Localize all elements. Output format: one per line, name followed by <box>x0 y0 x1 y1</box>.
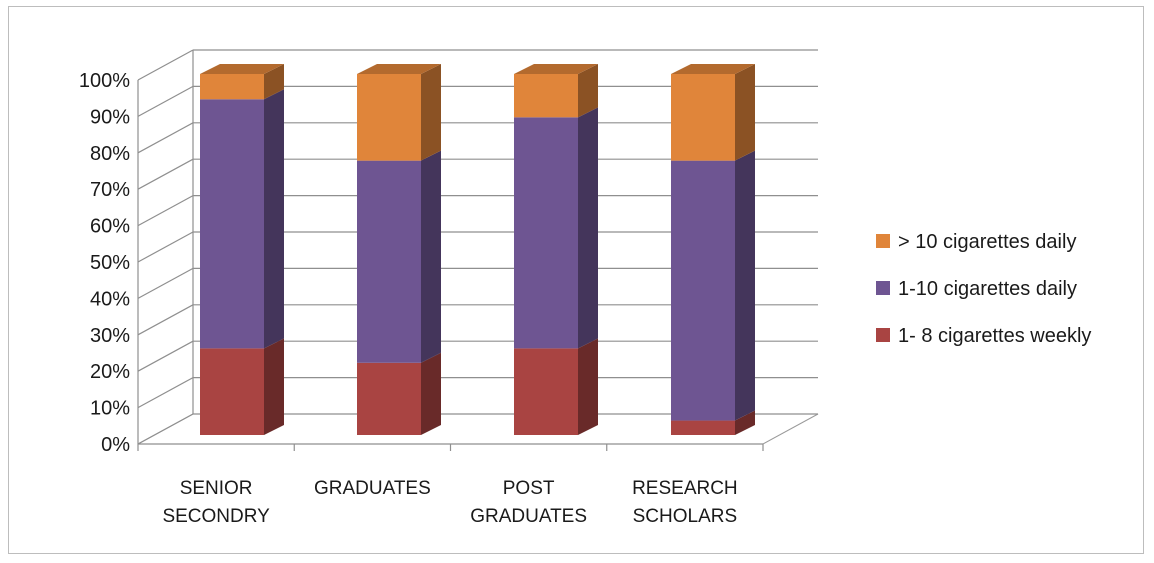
gridline-side <box>137 267 194 299</box>
y-tick-label: 40% <box>90 288 130 310</box>
gridline-side <box>137 413 194 445</box>
y-tick-label: 0% <box>101 434 130 456</box>
x-tick-label: RESEARCH <box>632 478 738 499</box>
bar-top <box>357 64 441 74</box>
bar-segment-2 <box>514 74 578 118</box>
bar-side-1 <box>735 150 755 421</box>
legend-swatch <box>876 234 890 248</box>
gridline-side <box>137 377 194 409</box>
x-tick-label: SENIOR <box>180 478 253 499</box>
bar-top <box>200 64 284 74</box>
x-tick-label: SECONDRY <box>162 506 270 527</box>
bar-segment-0 <box>671 420 735 435</box>
gridline-side <box>137 231 194 263</box>
bar-side-0 <box>421 352 441 435</box>
gridline-side <box>137 85 194 117</box>
gridline-side <box>137 304 194 336</box>
y-tick-label: 20% <box>90 361 130 383</box>
x-tick-label: POST <box>503 478 555 499</box>
bar-side-1 <box>421 150 441 363</box>
legend-label: 1-10 cigarettes daily <box>898 278 1077 300</box>
bar-segment-1 <box>514 117 578 349</box>
bar-side-2 <box>421 64 441 161</box>
bar-top <box>514 64 598 74</box>
y-tick-label: 60% <box>90 216 130 238</box>
bar-segment-2 <box>200 74 264 100</box>
bar-side-0 <box>735 410 755 435</box>
y-tick-label: 70% <box>90 179 130 201</box>
bar-side-0 <box>578 338 598 435</box>
legend-label: > 10 cigarettes daily <box>898 231 1076 253</box>
gridline-side <box>137 49 194 81</box>
bar-side-1 <box>264 89 284 349</box>
x-tick-label: SCHOLARS <box>633 506 738 527</box>
y-tick-label: 80% <box>90 143 130 165</box>
gridline-side <box>137 122 194 154</box>
y-tick-label: 100% <box>79 70 130 92</box>
bar-top <box>671 64 755 74</box>
bar-side-2 <box>264 64 284 100</box>
bar-segment-0 <box>200 348 264 435</box>
y-tick-label: 30% <box>90 325 130 347</box>
bar-segment-2 <box>357 74 421 161</box>
legend-swatch <box>876 328 890 342</box>
gridline-side <box>137 158 194 190</box>
x-tick-label: GRADUATES <box>314 478 431 499</box>
bar-side-1 <box>578 107 598 349</box>
y-tick-label: 10% <box>90 398 130 420</box>
bar-side-2 <box>735 64 755 161</box>
y-tick-label: 90% <box>90 106 130 128</box>
bar-segment-0 <box>357 362 421 435</box>
bar-segment-1 <box>200 99 264 349</box>
gridline-side <box>137 195 194 227</box>
legend-label: 1- 8 cigarettes weekly <box>898 325 1091 347</box>
legend-swatch <box>876 281 890 295</box>
y-tick-label: 50% <box>90 252 130 274</box>
bar-segment-2 <box>671 74 735 161</box>
bar-segment-1 <box>671 160 735 421</box>
gridline-side <box>137 340 194 372</box>
bar-segment-1 <box>357 160 421 363</box>
bar-segment-0 <box>514 348 578 435</box>
bar-side-2 <box>578 64 598 118</box>
x-tick-label: GRADUATES <box>470 506 587 527</box>
bar-side-0 <box>264 338 284 435</box>
